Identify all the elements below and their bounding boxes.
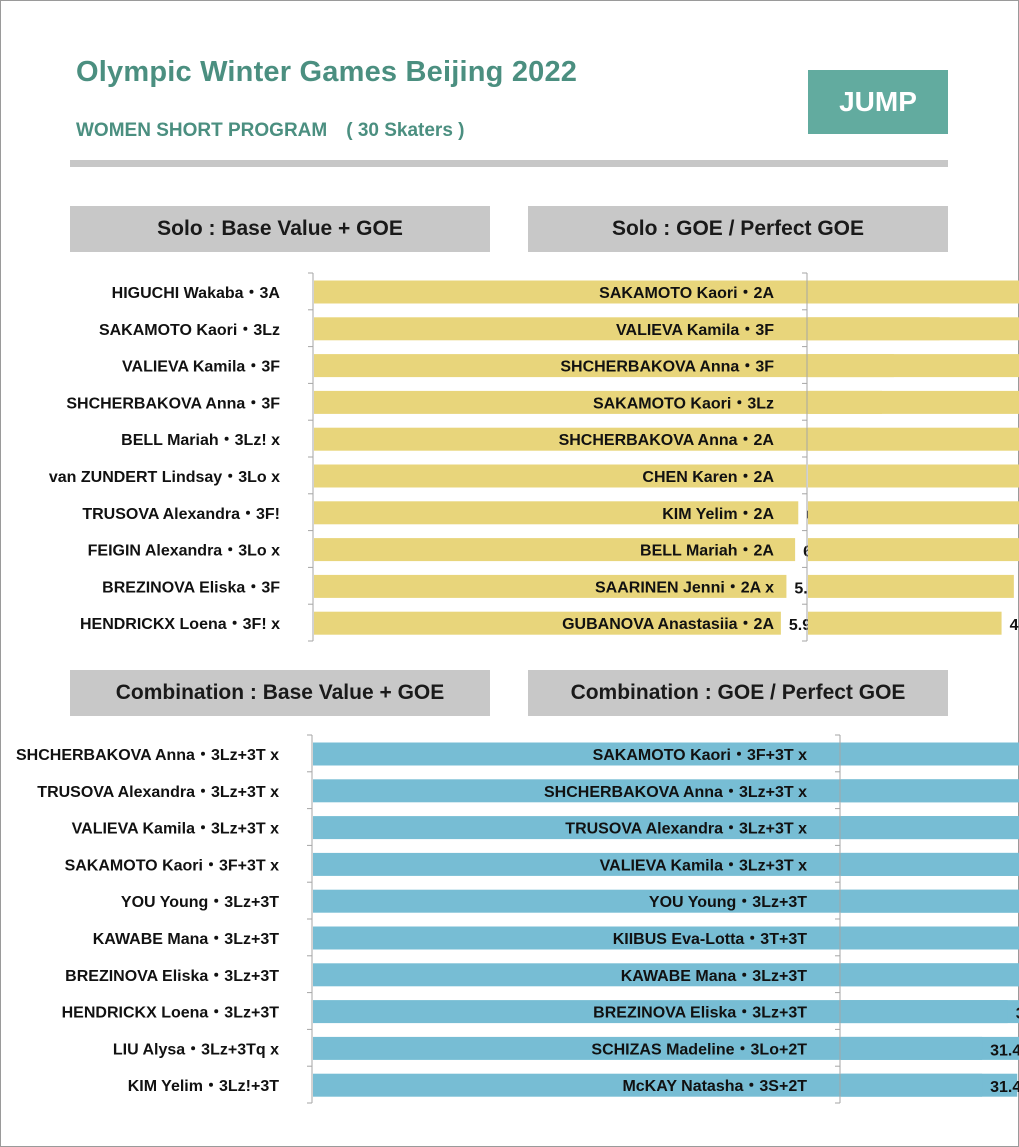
category-label: HENDRICKX Loena・3Lz+3T	[62, 1005, 280, 1022]
panel-title-solo-goe-pct: Solo : GOE / Perfect GOE	[528, 206, 948, 252]
category-label: SAKAMOTO Kaori・3Lz	[99, 322, 280, 339]
jump-badge: JUMP	[808, 70, 948, 134]
category-label: CHEN Karen・2A	[642, 469, 774, 486]
bar	[841, 1073, 983, 1097]
category-label: SHCHERBAKOVA Anna・3F	[66, 395, 280, 412]
bar	[314, 354, 894, 378]
category-label: YOU Young・3Lz+3T	[649, 894, 807, 911]
category-label: SHCHERBAKOVA Anna・2A	[559, 432, 775, 449]
category-label: HENDRICKX Loena・3F! x	[80, 616, 280, 633]
category-label: KAWABE Mana・3Lz+3T	[621, 968, 807, 985]
category-label: TRUSOVA Alexandra・3Lz+3T x	[565, 821, 807, 838]
category-label: KIM Yelim・2A	[662, 506, 774, 523]
page-subtitle: WOMEN SHORT PROGRAM ( 30 Skaters )	[76, 120, 465, 141]
category-label: KIIBUS Eva-Lotta・3T+3T	[613, 931, 807, 948]
bar	[841, 1000, 1008, 1024]
category-label: KIM Yelim・3Lz!+3T	[128, 1078, 280, 1095]
bar	[314, 464, 807, 488]
bar	[841, 889, 1019, 913]
bar	[841, 742, 1019, 766]
bar	[314, 317, 940, 341]
bar	[808, 427, 1019, 451]
category-label: SAKAMOTO Kaori・3F+3T x	[593, 747, 808, 764]
category-label: SCHIZAS Madeline・3Lo+2T	[591, 1041, 807, 1058]
bar	[841, 963, 1019, 987]
category-label: SHCHERBAKOVA Anna・3Lz+3T x	[16, 747, 279, 764]
bar	[808, 354, 1019, 378]
bar	[808, 317, 1019, 341]
category-label: van ZUNDERT Lindsay・3Lo x	[49, 469, 280, 486]
category-label: HIGUCHI Wakaba・3A	[112, 285, 281, 302]
bar	[841, 816, 1019, 840]
bar	[808, 501, 1019, 525]
chart-solo-bv-goe: HIGUCHI Wakaba・3A9.71SAKAMOTO Kaori・3Lz7…	[49, 272, 1019, 642]
category-label: YOU Young・3Lz+3T	[121, 894, 279, 911]
category-label: SAKAMOTO Kaori・3Lz	[593, 395, 774, 412]
bar	[808, 538, 1019, 562]
category-label: BREZINOVA Eliska・3Lz+3T	[65, 968, 279, 985]
category-label: SHCHERBAKOVA Anna・3F	[560, 359, 774, 376]
value-label: 37.1%	[1016, 1006, 1019, 1023]
header-divider	[70, 160, 948, 167]
bar	[314, 427, 860, 451]
value-label: 31.4%	[990, 1042, 1019, 1059]
bar	[314, 501, 799, 525]
bar	[314, 611, 781, 635]
value-label: 45.7%	[1010, 617, 1019, 634]
value-label: 31.4%	[990, 1079, 1019, 1096]
category-label: FEIGIN Alexandra・3Lo x	[88, 543, 280, 560]
category-label: BREZINOVA Eliska・3Lz+3T	[593, 1005, 807, 1022]
chart-combo-goe-pct: SAKAMOTO Kaori・3F+3T x77.1%SHCHERBAKOVA …	[544, 734, 1019, 1104]
category-label: SAKAMOTO Kaori・2A	[599, 285, 774, 302]
category-label: SAKAMOTO Kaori・3F+3T x	[65, 857, 280, 874]
category-label: KAWABE Mana・3Lz+3T	[93, 931, 279, 948]
category-label: BELL Mariah・2A	[640, 543, 774, 560]
category-label: McKAY Natasha・3S+2T	[622, 1078, 807, 1095]
category-label: BREZINOVA Eliska・3F	[102, 579, 280, 596]
category-label: TRUSOVA Alexandra・3Lz+3T x	[37, 784, 279, 801]
category-label: SHCHERBAKOVA Anna・3Lz+3T x	[544, 784, 807, 801]
bar	[841, 779, 1019, 803]
bar	[808, 574, 1014, 598]
category-label: GUBANOVA Anastasiia・2A	[562, 616, 774, 633]
bar	[314, 538, 796, 562]
bar	[808, 280, 1019, 304]
panel-title-solo-bv-goe: Solo : Base Value + GOE	[70, 206, 490, 252]
bar	[841, 1036, 983, 1060]
bar	[314, 390, 883, 414]
category-label: TRUSOVA Alexandra・3F!	[82, 506, 280, 523]
bar	[841, 852, 1019, 876]
bar	[808, 464, 1019, 488]
category-label: VALIEVA Kamila・3F	[122, 359, 280, 376]
bar	[841, 926, 1019, 950]
panel-title-combo-bv-goe: Combination : Base Value + GOE	[70, 670, 490, 716]
page-title: Olympic Winter Games Beijing 2022	[76, 56, 578, 88]
category-label: LIU Alysa・3Lz+3Tq x	[113, 1041, 279, 1058]
bar	[808, 611, 1002, 635]
chart-solo-goe-pct: SAKAMOTO Kaori・2A91.4%VALIEVA Kamila・3F7…	[559, 272, 1019, 642]
category-label: VALIEVA Kamila・3F	[616, 322, 774, 339]
panel-title-combo-goe-pct: Combination : GOE / Perfect GOE	[528, 670, 948, 716]
category-label: BELL Mariah・3Lz! x	[121, 432, 280, 449]
category-label: VALIEVA Kamila・3Lz+3T x	[600, 857, 807, 874]
category-label: SAARINEN Jenni・2A x	[595, 579, 774, 596]
category-label: VALIEVA Kamila・3Lz+3T x	[72, 821, 279, 838]
bar	[808, 390, 1019, 414]
bar	[314, 574, 787, 598]
